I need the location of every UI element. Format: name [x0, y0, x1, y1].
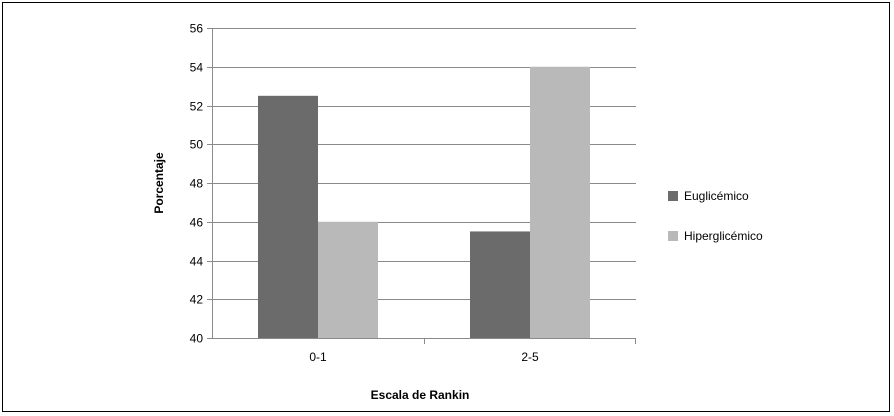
bar-hiperglicémico-0-1 [318, 221, 378, 338]
bars [258, 66, 590, 338]
y-tick-label: 52 [190, 100, 204, 114]
y-tick-label: 48 [190, 177, 204, 191]
chart-frame [2, 2, 890, 412]
legend: Euglicémico Hiperglicémico [668, 189, 763, 243]
y-tick-label: 54 [190, 61, 204, 75]
y-axis-title: Porcentaje [152, 152, 166, 214]
y-tick-label: 42 [190, 293, 204, 307]
legend-label-euglicémico: Euglicémico [684, 189, 749, 203]
y-tick-label: 46 [190, 216, 204, 230]
y-tick-label: 40 [190, 332, 204, 346]
bar-euglicémico-0-1 [258, 95, 318, 338]
x-tick-label: 0-1 [309, 350, 327, 364]
legend-swatch-hiperglicémico [668, 231, 678, 241]
legend-swatch-euglicémico [668, 191, 678, 201]
x-axis-title: Escala de Rankin [371, 388, 470, 402]
y-tick-label: 44 [190, 255, 204, 269]
x-tick-label: 2-5 [521, 350, 539, 364]
bar-euglicémico-2-5 [470, 231, 530, 338]
y-tick-label: 56 [190, 22, 204, 36]
y-tick-label: 50 [190, 138, 204, 152]
axes: 40 42 44 46 48 50 52 54 56 0-1 2-5 [190, 22, 636, 364]
bar-hiperglicémico-2-5 [530, 66, 590, 338]
legend-label-hiperglicémico: Hiperglicémico [684, 229, 763, 243]
